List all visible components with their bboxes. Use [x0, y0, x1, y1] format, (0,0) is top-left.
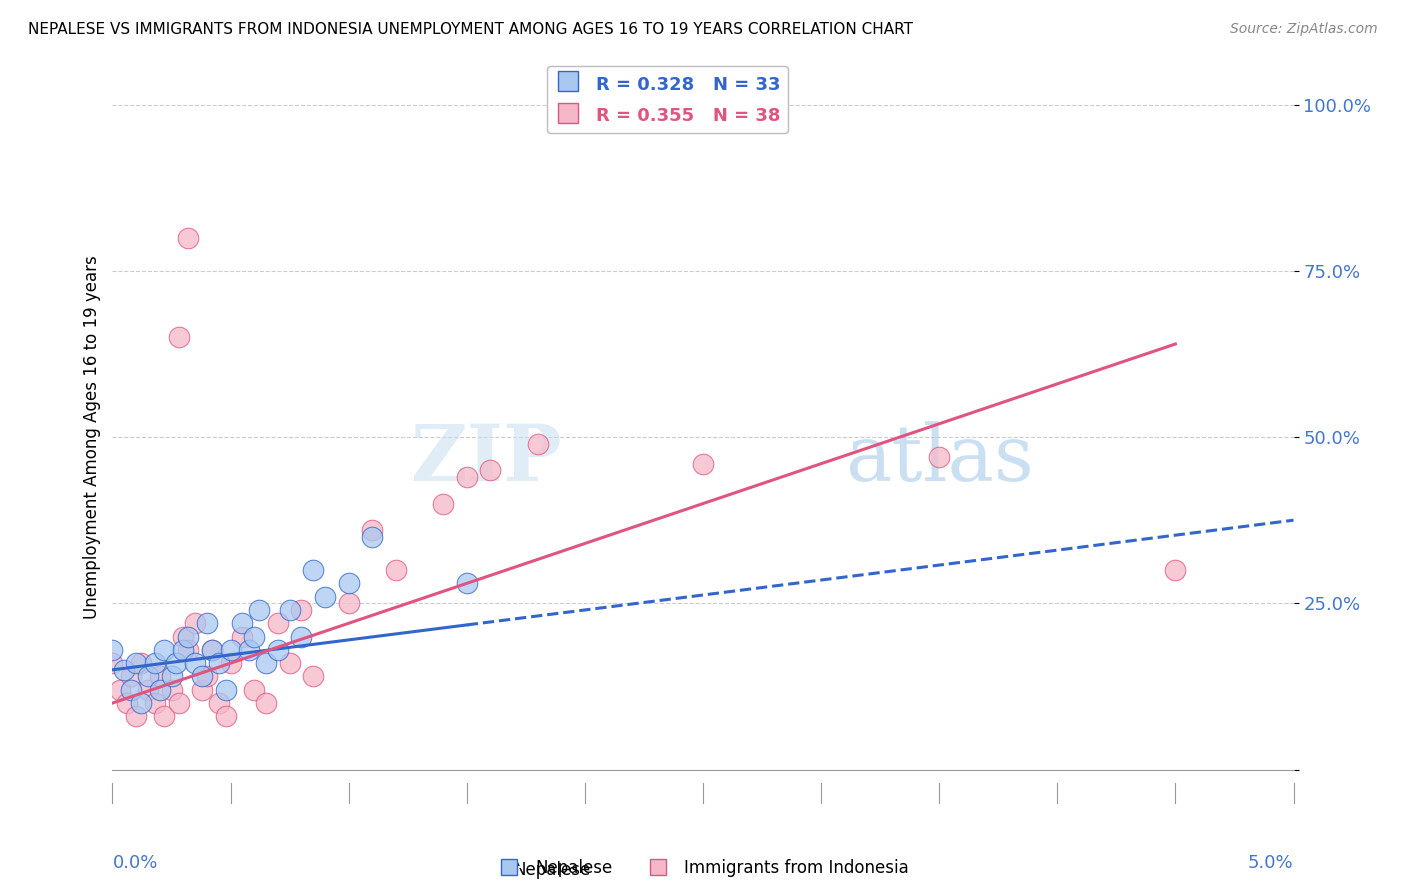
Point — [120, 669, 142, 683]
Point — [928, 450, 950, 464]
Point — [314, 590, 336, 604]
Point — [361, 530, 384, 544]
Point — [1164, 563, 1187, 577]
Point — [136, 682, 159, 697]
Point — [191, 682, 214, 697]
Text: atlas: atlas — [845, 421, 1033, 497]
Point — [165, 656, 187, 670]
Point — [177, 230, 200, 244]
Point — [149, 682, 172, 697]
Point — [278, 603, 301, 617]
Point — [302, 669, 325, 683]
Point — [108, 682, 131, 697]
Point — [432, 497, 454, 511]
Legend: Nepalese, Immigrants from Indonesia: Nepalese, Immigrants from Indonesia — [491, 853, 915, 884]
Point — [302, 563, 325, 577]
Point — [177, 643, 200, 657]
Point — [243, 630, 266, 644]
Point — [191, 669, 214, 683]
Point — [112, 663, 135, 677]
Point — [153, 643, 176, 657]
Point — [184, 616, 207, 631]
Point — [247, 603, 270, 617]
Point — [195, 616, 218, 631]
Point — [290, 630, 312, 644]
Point — [208, 696, 231, 710]
Point — [129, 696, 152, 710]
Point — [184, 656, 207, 670]
Point — [254, 696, 277, 710]
Point — [149, 669, 172, 683]
Point — [208, 656, 231, 670]
Point — [167, 696, 190, 710]
Point — [160, 682, 183, 697]
Text: 0.0%: 0.0% — [112, 854, 157, 872]
Text: NEPALESE VS IMMIGRANTS FROM INDONESIA UNEMPLOYMENT AMONG AGES 16 TO 19 YEARS COR: NEPALESE VS IMMIGRANTS FROM INDONESIA UN… — [28, 22, 912, 37]
Point — [238, 643, 260, 657]
Text: 5.0%: 5.0% — [1249, 854, 1294, 872]
Text: Source: ZipAtlas.com: Source: ZipAtlas.com — [1230, 22, 1378, 37]
Point — [143, 656, 166, 670]
Point — [160, 669, 183, 683]
Point — [215, 682, 238, 697]
Point — [231, 630, 253, 644]
Point — [201, 643, 224, 657]
Point — [692, 457, 714, 471]
Text: Nepalese: Nepalese — [513, 861, 591, 879]
Point — [290, 603, 312, 617]
Point — [136, 669, 159, 683]
Point — [167, 330, 190, 344]
Point — [456, 470, 478, 484]
Point — [101, 643, 124, 657]
Point — [195, 669, 218, 683]
Point — [267, 643, 290, 657]
Point — [153, 709, 176, 723]
Point — [219, 643, 242, 657]
Point — [267, 616, 290, 631]
Point — [456, 576, 478, 591]
Point — [526, 436, 548, 450]
Point — [101, 656, 124, 670]
Point — [172, 643, 194, 657]
Legend: R = 0.328   N = 33, R = 0.355   N = 38: R = 0.328 N = 33, R = 0.355 N = 38 — [547, 66, 787, 133]
Point — [177, 630, 200, 644]
Point — [143, 696, 166, 710]
Point — [243, 682, 266, 697]
Point — [125, 709, 148, 723]
Point — [479, 463, 502, 477]
Point — [254, 656, 277, 670]
Text: ZIP: ZIP — [409, 421, 561, 497]
Point — [337, 596, 360, 610]
Point — [219, 656, 242, 670]
Point — [120, 682, 142, 697]
Point — [278, 656, 301, 670]
Point — [201, 643, 224, 657]
Point — [385, 563, 408, 577]
Point — [337, 576, 360, 591]
Point — [125, 656, 148, 670]
Point — [172, 630, 194, 644]
Point — [129, 656, 152, 670]
Point — [361, 523, 384, 537]
Point — [231, 616, 253, 631]
Y-axis label: Unemployment Among Ages 16 to 19 years: Unemployment Among Ages 16 to 19 years — [83, 255, 101, 619]
Point — [215, 709, 238, 723]
Point — [115, 696, 138, 710]
